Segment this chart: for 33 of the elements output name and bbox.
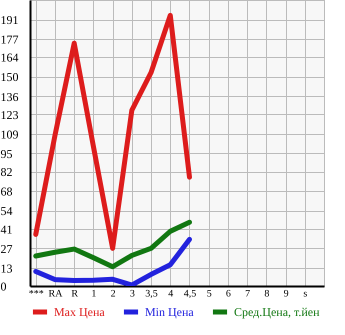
legend-label: Max Цена [54,305,106,319]
y-tick-label: 177 [0,32,18,47]
legend-label: Min Цена [145,305,194,319]
y-tick-label: 82 [0,165,12,180]
x-tick-label: 5 [206,288,212,300]
y-tick-label: 150 [0,70,18,84]
y-tick-label: 136 [0,90,18,104]
y-tick-label: 54 [0,204,12,218]
x-tick-label: *** [28,288,44,300]
y-tick-label: 95 [0,146,12,161]
x-tick-label: 1 [91,288,96,300]
y-tick-label: 68 [0,184,12,199]
x-tick-label: 9 [284,288,289,300]
x-tick-label: s [303,288,308,300]
y-tick-label: 109 [0,127,18,142]
x-tick-label: 4 [168,288,174,300]
y-tick-label: 164 [0,50,18,65]
y-tick-label: 13 [0,261,12,276]
x-tick-label: 8 [264,288,270,300]
y-tick-label: 191 [0,13,18,28]
x-tick-label: 6 [226,288,231,300]
y-tick-label: 0 [0,280,6,294]
y-tick-label: 123 [0,108,18,122]
x-tick-label: 3,5 [145,288,158,300]
x-tick-label: R [71,288,78,300]
x-tick-label: 4,5 [184,288,196,300]
x-tick-label: 3 [130,288,135,300]
legend-label: Сред.Цена, т.йен [234,305,320,319]
y-tick-label: 27 [0,242,12,256]
y-tick-label: 41 [0,222,12,236]
x-tick-label: 7 [245,288,250,300]
x-tick-label: RA [48,288,64,300]
x-tick-label: 2 [110,288,116,300]
